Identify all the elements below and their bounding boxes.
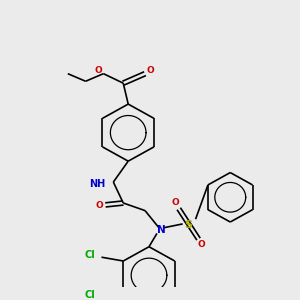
Text: O: O bbox=[172, 199, 180, 208]
Text: S: S bbox=[184, 220, 193, 230]
Text: O: O bbox=[146, 66, 154, 75]
Text: Cl: Cl bbox=[85, 250, 95, 260]
Text: O: O bbox=[198, 240, 206, 249]
Text: N: N bbox=[157, 225, 165, 235]
Text: O: O bbox=[94, 66, 102, 75]
Text: O: O bbox=[96, 201, 103, 210]
Text: Cl: Cl bbox=[85, 290, 95, 300]
Text: NH: NH bbox=[89, 179, 105, 189]
